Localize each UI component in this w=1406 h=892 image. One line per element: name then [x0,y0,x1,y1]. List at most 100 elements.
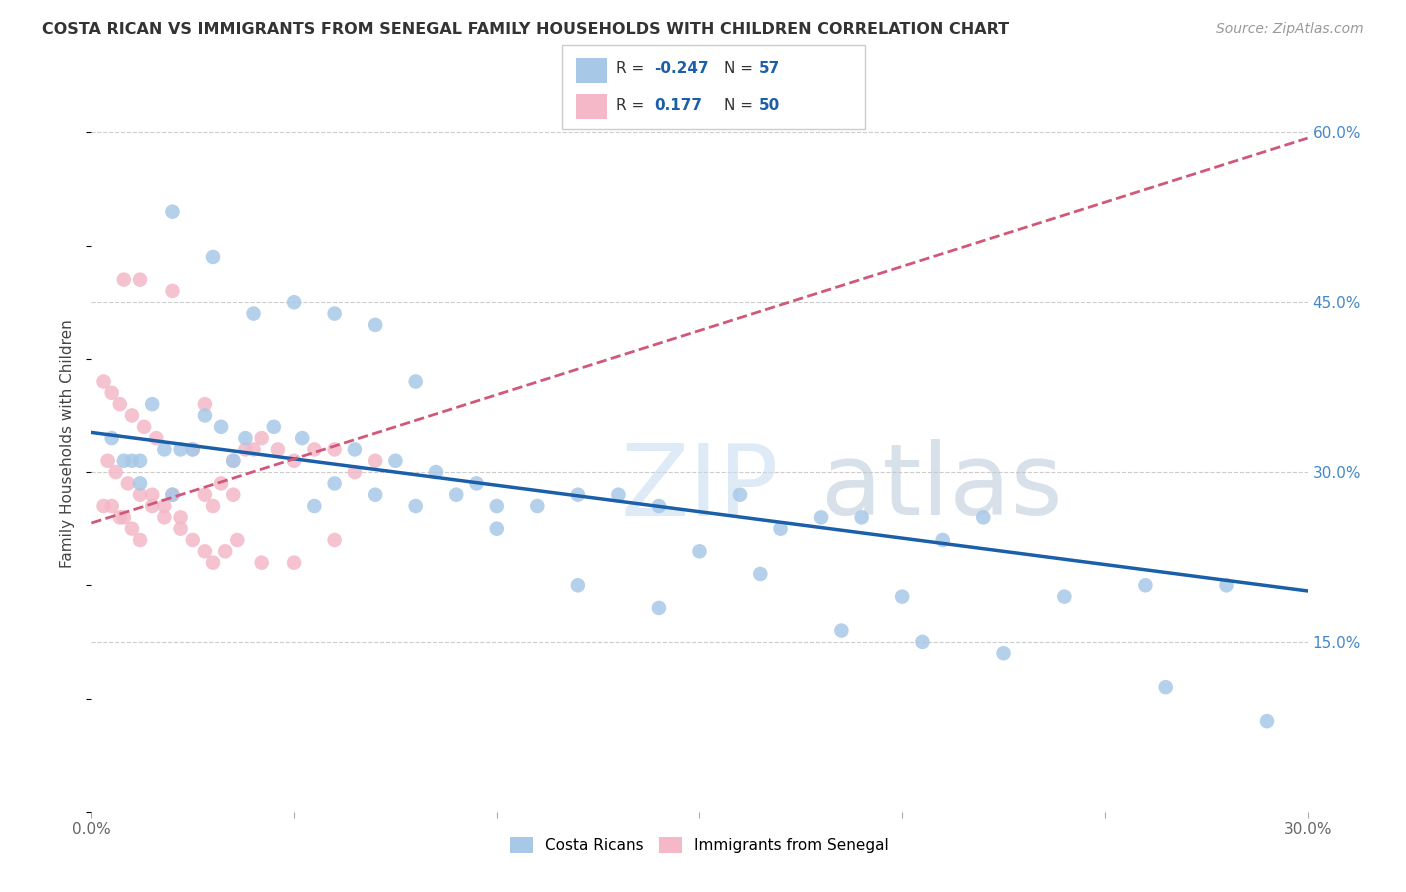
Point [323,442,346,457]
Point [112,272,135,286]
Point [222,454,245,468]
Point [194,544,217,558]
Point [931,533,953,547]
Point [343,442,366,457]
Point [769,522,792,536]
Text: 50: 50 [759,98,780,112]
Point [1256,714,1278,728]
Point [129,488,152,502]
Point [108,397,131,411]
Point [283,295,305,310]
Point [688,544,710,558]
Point [181,442,204,457]
Text: ZIP: ZIP [620,440,779,536]
Text: atlas: atlas [821,440,1063,536]
Point [141,499,163,513]
Point [93,499,115,513]
Point [145,431,167,445]
Point [162,284,184,298]
Point [283,454,305,468]
Point [162,488,184,502]
Point [100,499,122,513]
Point [129,533,152,547]
Point [214,544,236,558]
Point [235,442,257,457]
Point [364,318,387,332]
Point [607,488,630,502]
Point [222,488,245,502]
Point [209,419,232,434]
Point [323,307,346,321]
Point [323,533,346,547]
Point [323,476,346,491]
Text: R =: R = [616,98,644,112]
Text: COSTA RICAN VS IMMIGRANTS FROM SENEGAL FAMILY HOUSEHOLDS WITH CHILDREN CORRELATI: COSTA RICAN VS IMMIGRANTS FROM SENEGAL F… [42,22,1010,37]
Point [1053,590,1076,604]
Point [425,465,447,479]
Point [169,522,191,536]
Point [104,465,127,479]
Point [153,510,176,524]
Point [567,578,589,592]
Point [830,624,852,638]
Point [405,499,427,513]
Point [100,431,122,445]
Point [181,533,204,547]
Point [1215,578,1237,592]
Point [194,488,217,502]
Point [384,454,406,468]
Point [181,442,204,457]
Point [153,442,176,457]
Point [169,510,191,524]
Point [121,522,143,536]
Point [250,556,273,570]
Point [194,409,217,423]
Point [235,431,257,445]
Text: R =: R = [616,62,644,76]
Text: 0.177: 0.177 [654,98,702,112]
Point [121,409,143,423]
Legend: Costa Ricans, Immigrants from Senegal: Costa Ricans, Immigrants from Senegal [503,831,896,859]
Point [648,601,671,615]
Point [465,476,488,491]
Point [993,646,1015,660]
Point [242,442,264,457]
Point [202,499,225,513]
Point [108,510,131,524]
Y-axis label: Family Households with Children: Family Households with Children [60,319,76,568]
Point [242,307,264,321]
Point [648,499,671,513]
Point [222,454,245,468]
Point [749,566,772,581]
Point [526,499,548,513]
Point [567,488,589,502]
Point [226,533,249,547]
Point [202,250,225,264]
Point [153,499,176,513]
Point [250,431,273,445]
Point [97,454,120,468]
Text: N =: N = [724,62,754,76]
Point [851,510,873,524]
Point [444,488,467,502]
Point [810,510,832,524]
Point [162,488,184,502]
Text: 57: 57 [759,62,780,76]
Point [112,510,135,524]
Point [129,476,152,491]
Point [121,454,143,468]
Point [972,510,994,524]
Point [132,419,155,434]
Point [485,522,508,536]
Point [93,375,115,389]
Point [891,590,914,604]
Point [364,454,387,468]
Point [485,499,508,513]
Point [364,488,387,502]
Point [283,556,305,570]
Point [267,442,290,457]
Point [728,488,751,502]
Point [100,385,122,400]
Point [304,442,326,457]
Point [129,454,152,468]
